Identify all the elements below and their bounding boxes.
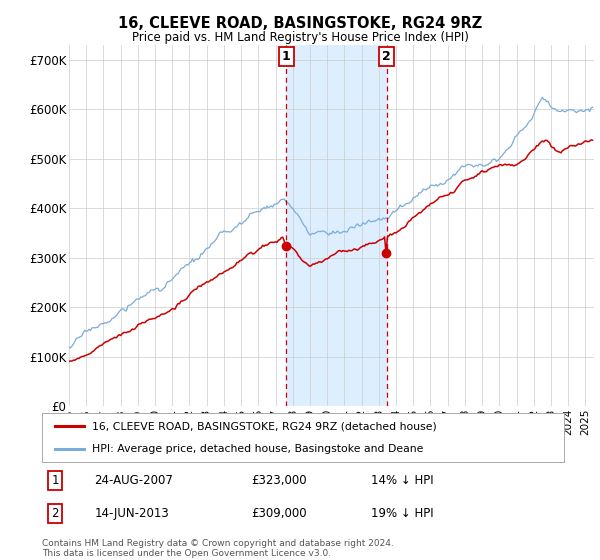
Text: 1: 1 <box>52 474 59 487</box>
Text: 24-AUG-2007: 24-AUG-2007 <box>94 474 173 487</box>
Text: 2: 2 <box>52 507 59 520</box>
Text: 1: 1 <box>282 50 290 63</box>
Text: 16, CLEEVE ROAD, BASINGSTOKE, RG24 9RZ: 16, CLEEVE ROAD, BASINGSTOKE, RG24 9RZ <box>118 16 482 31</box>
Text: HPI: Average price, detached house, Basingstoke and Deane: HPI: Average price, detached house, Basi… <box>92 444 423 454</box>
Text: 2: 2 <box>382 50 391 63</box>
Text: 19% ↓ HPI: 19% ↓ HPI <box>371 507 433 520</box>
Text: 14-JUN-2013: 14-JUN-2013 <box>94 507 169 520</box>
Text: 14% ↓ HPI: 14% ↓ HPI <box>371 474 433 487</box>
Text: Price paid vs. HM Land Registry's House Price Index (HPI): Price paid vs. HM Land Registry's House … <box>131 31 469 44</box>
Text: 16, CLEEVE ROAD, BASINGSTOKE, RG24 9RZ (detached house): 16, CLEEVE ROAD, BASINGSTOKE, RG24 9RZ (… <box>92 421 436 431</box>
Text: £309,000: £309,000 <box>251 507 307 520</box>
Bar <box>286 45 386 406</box>
Text: Contains HM Land Registry data © Crown copyright and database right 2024.
This d: Contains HM Land Registry data © Crown c… <box>42 539 394 558</box>
Text: £323,000: £323,000 <box>251 474 307 487</box>
